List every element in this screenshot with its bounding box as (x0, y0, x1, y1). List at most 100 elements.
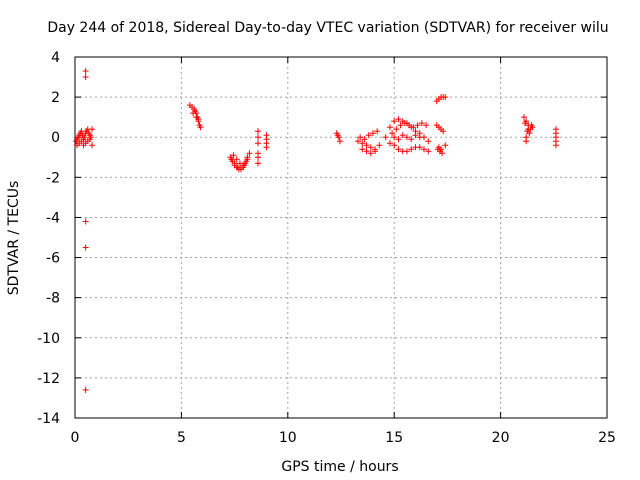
data-point (367, 150, 374, 157)
data-point (406, 122, 413, 129)
y-tick-label: -2 (46, 170, 60, 186)
data-point (425, 138, 432, 145)
data-point (523, 138, 530, 145)
data-point (372, 148, 379, 155)
data-point (399, 132, 406, 139)
data-point (395, 136, 402, 143)
data-point (408, 146, 415, 153)
data-point (369, 130, 376, 137)
data-point (442, 142, 449, 149)
data-point (195, 116, 202, 123)
data-point (412, 132, 419, 139)
data-point (255, 134, 262, 141)
data-point (423, 122, 430, 129)
data-point (243, 158, 250, 165)
data-point (357, 134, 364, 141)
data-point (420, 146, 427, 153)
data-point (386, 140, 393, 147)
grid-layer (75, 57, 607, 418)
y-tick-label: -4 (46, 210, 60, 226)
data-point (228, 156, 235, 163)
data-point (442, 94, 449, 101)
data-point (89, 142, 96, 149)
data-point (255, 160, 262, 167)
data-point (246, 150, 253, 157)
y-tick-label: -6 (46, 251, 60, 267)
data-point (382, 134, 389, 141)
data-point (236, 160, 243, 167)
plot-frame (74, 56, 608, 419)
data-points (73, 68, 559, 393)
chart-title: Day 244 of 2018, Sidereal Day-to-day VTE… (47, 20, 608, 36)
data-point (376, 142, 383, 149)
y-tick-label: -8 (46, 291, 60, 307)
data-point (389, 130, 396, 137)
data-point (552, 142, 559, 149)
data-point (255, 140, 262, 147)
data-point (334, 132, 341, 139)
data-point (408, 136, 415, 143)
data-point (526, 130, 533, 137)
data-point (403, 148, 410, 155)
data-point (82, 218, 89, 225)
data-point (410, 124, 417, 131)
data-point (240, 162, 247, 169)
data-point (440, 128, 447, 135)
data-point (78, 128, 85, 135)
data-point (230, 152, 237, 159)
data-point (386, 124, 393, 131)
data-point (82, 244, 89, 251)
data-point (81, 134, 88, 141)
data-point (355, 138, 362, 145)
data-point (391, 142, 398, 149)
data-point (395, 146, 402, 153)
x-tick-label: 25 (598, 430, 616, 446)
data-point (197, 124, 204, 131)
data-point (359, 146, 366, 153)
data-point (365, 132, 372, 139)
data-point (231, 160, 238, 167)
data-point (439, 150, 446, 157)
data-point (359, 140, 366, 147)
data-point (403, 134, 410, 141)
x-tick-label: 10 (279, 430, 297, 446)
data-point (89, 126, 96, 133)
tick-layer: 0 5 10 15 20 25 -14 -12 -10 -8 -6 -4 -2 0 2 4 (37, 50, 616, 446)
data-point (361, 136, 368, 143)
data-point (263, 144, 270, 151)
data-point (525, 126, 532, 133)
x-tick-label: 0 (71, 430, 80, 446)
data-point (234, 164, 241, 171)
y-tick-label: -14 (37, 411, 60, 427)
y-tick-label: 2 (51, 90, 60, 106)
y-tick-label: 4 (51, 50, 60, 66)
data-point (233, 156, 240, 163)
data-point (393, 126, 400, 133)
x-tick-label: 15 (385, 430, 403, 446)
data-point (255, 154, 262, 161)
x-tick-label: 20 (492, 430, 510, 446)
data-point (367, 144, 374, 151)
data-point (82, 386, 89, 393)
data-point (391, 118, 398, 125)
data-point (391, 134, 398, 141)
data-point (395, 116, 402, 123)
data-point (425, 148, 432, 155)
data-point (255, 128, 262, 135)
data-point (336, 138, 343, 145)
data-point (416, 134, 423, 141)
data-point (82, 68, 89, 75)
data-point (190, 110, 197, 117)
data-point (363, 142, 370, 149)
data-point (363, 148, 370, 155)
data-point (78, 138, 85, 145)
data-point (522, 120, 529, 127)
data-point (416, 144, 423, 151)
x-tick-label: 5 (177, 430, 186, 446)
data-point (528, 122, 535, 129)
y-tick-label: 0 (51, 130, 60, 146)
y-tick-label: -10 (37, 331, 60, 347)
data-point (521, 114, 528, 121)
data-point (86, 136, 93, 143)
